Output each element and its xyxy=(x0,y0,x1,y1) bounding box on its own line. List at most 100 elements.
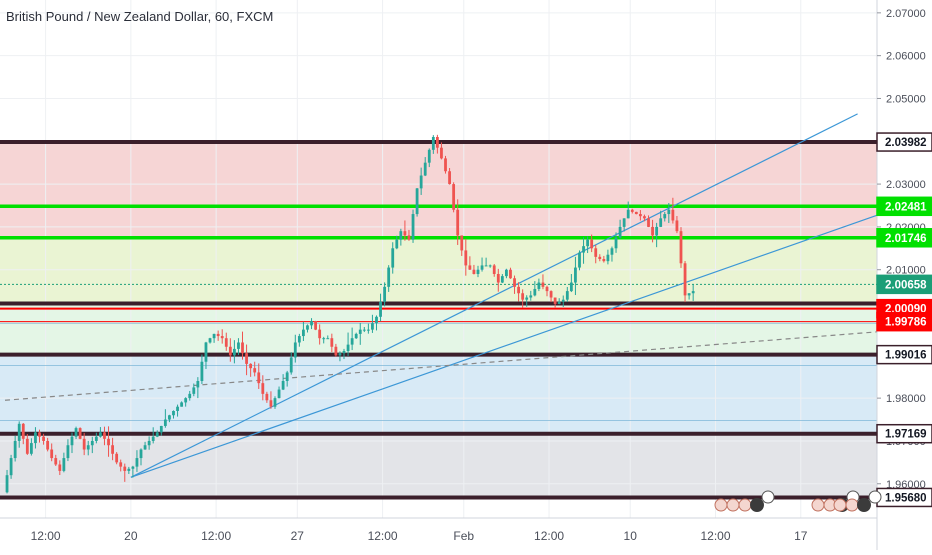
candle-body xyxy=(155,432,159,437)
candle-body xyxy=(395,239,399,249)
candle-body xyxy=(375,316,378,324)
candle-body xyxy=(476,269,480,274)
candle-body xyxy=(42,436,45,441)
candle-body xyxy=(269,400,273,407)
candle-body xyxy=(184,398,188,403)
candle-body xyxy=(314,321,317,330)
event-icon xyxy=(714,498,728,512)
candle-body xyxy=(168,415,171,420)
candle-body xyxy=(423,162,427,176)
candle-body xyxy=(634,211,638,215)
price-tag-label: 1.99786 xyxy=(885,317,927,329)
candle-body xyxy=(671,209,675,221)
candle-body xyxy=(159,425,163,433)
candle-body xyxy=(582,246,585,253)
candle-body xyxy=(659,218,663,227)
candle-body xyxy=(610,248,614,255)
price-tag-label: 2.03982 xyxy=(885,137,927,149)
time-axis: 12:00 20 12:00 27 12:00 Feb 12:00 10 12:00 17 xyxy=(0,517,877,543)
candle-body xyxy=(667,209,671,215)
candle-body xyxy=(180,402,184,407)
candle-body xyxy=(492,265,496,274)
candle-body xyxy=(216,333,220,337)
price-tag xyxy=(876,228,932,248)
candle-body xyxy=(655,226,659,236)
candle-body xyxy=(399,231,403,240)
price-tag xyxy=(876,196,932,217)
candle-body xyxy=(586,239,590,247)
time-tick-label: 17 xyxy=(794,529,808,543)
price-tag-label: 1.99016 xyxy=(885,350,927,362)
candle-body xyxy=(82,438,86,450)
candle-body xyxy=(371,323,374,330)
candle-body xyxy=(322,338,326,340)
candle-body xyxy=(277,389,281,399)
candle-body xyxy=(614,237,618,249)
zone-band xyxy=(0,303,877,355)
candle-body xyxy=(330,338,334,347)
candle-body xyxy=(675,220,679,232)
candle-body xyxy=(383,286,387,302)
candle-body xyxy=(135,458,139,467)
candle-body xyxy=(679,231,683,264)
candle-body xyxy=(403,231,407,236)
candle-body xyxy=(119,462,123,467)
candle-body xyxy=(638,214,642,217)
candle-body xyxy=(99,432,102,437)
price-tag-label: 2.01746 xyxy=(885,233,927,245)
event-icon xyxy=(833,498,847,512)
candle-body xyxy=(569,282,573,292)
time-tick-label: 12:00 xyxy=(368,529,398,543)
candle-body xyxy=(66,445,70,459)
candle-body xyxy=(525,297,529,300)
zone-band xyxy=(0,238,877,304)
candle-body xyxy=(25,438,29,454)
candle-body xyxy=(21,423,25,439)
candle-body xyxy=(521,293,525,300)
candle-body xyxy=(537,282,541,289)
candle-body xyxy=(574,267,577,283)
candle-body xyxy=(58,464,62,471)
price-tick-label: 2.07000 xyxy=(886,8,926,20)
candle-body xyxy=(172,410,175,416)
candle-body xyxy=(241,342,244,354)
candle-body xyxy=(440,147,443,159)
price-tags: 2.039822.024812.017462.006582.000901.997… xyxy=(876,132,932,508)
candles-layer xyxy=(5,134,695,494)
candle-body xyxy=(622,218,626,227)
trendline xyxy=(130,214,879,478)
candle-body xyxy=(208,338,212,343)
price-tick-label: 1.98000 xyxy=(886,393,926,405)
levels-layer xyxy=(0,140,877,500)
candle-body xyxy=(232,348,236,356)
zone-band xyxy=(0,433,877,498)
candle-body xyxy=(456,209,460,236)
calendar-icon xyxy=(750,498,764,512)
candle-body xyxy=(228,346,232,356)
candle-body xyxy=(70,436,74,446)
candle-body xyxy=(86,445,90,450)
candle-body xyxy=(691,291,695,294)
candle-body xyxy=(123,466,127,471)
candle-body xyxy=(200,361,204,382)
candle-body xyxy=(419,175,423,189)
chart-title: British Pound / New Zealand Dollar, 60, … xyxy=(6,9,273,24)
time-tick-label: 10 xyxy=(624,529,638,543)
candle-body xyxy=(362,329,366,331)
candle-body xyxy=(29,443,33,454)
time-tick-label: 12:00 xyxy=(534,529,564,543)
price-tag-label: 2.02481 xyxy=(885,201,927,213)
candle-body xyxy=(334,346,338,356)
candle-body xyxy=(54,458,58,465)
time-tick-label: 12:00 xyxy=(700,529,730,543)
candle-body xyxy=(545,286,549,292)
candle-body xyxy=(111,445,114,454)
candle-body xyxy=(391,248,395,268)
candle-body xyxy=(594,248,598,257)
candle-body xyxy=(452,184,456,210)
candle-body xyxy=(245,353,248,364)
candle-body xyxy=(687,293,691,296)
candle-body xyxy=(17,423,21,441)
candle-body xyxy=(281,381,285,390)
